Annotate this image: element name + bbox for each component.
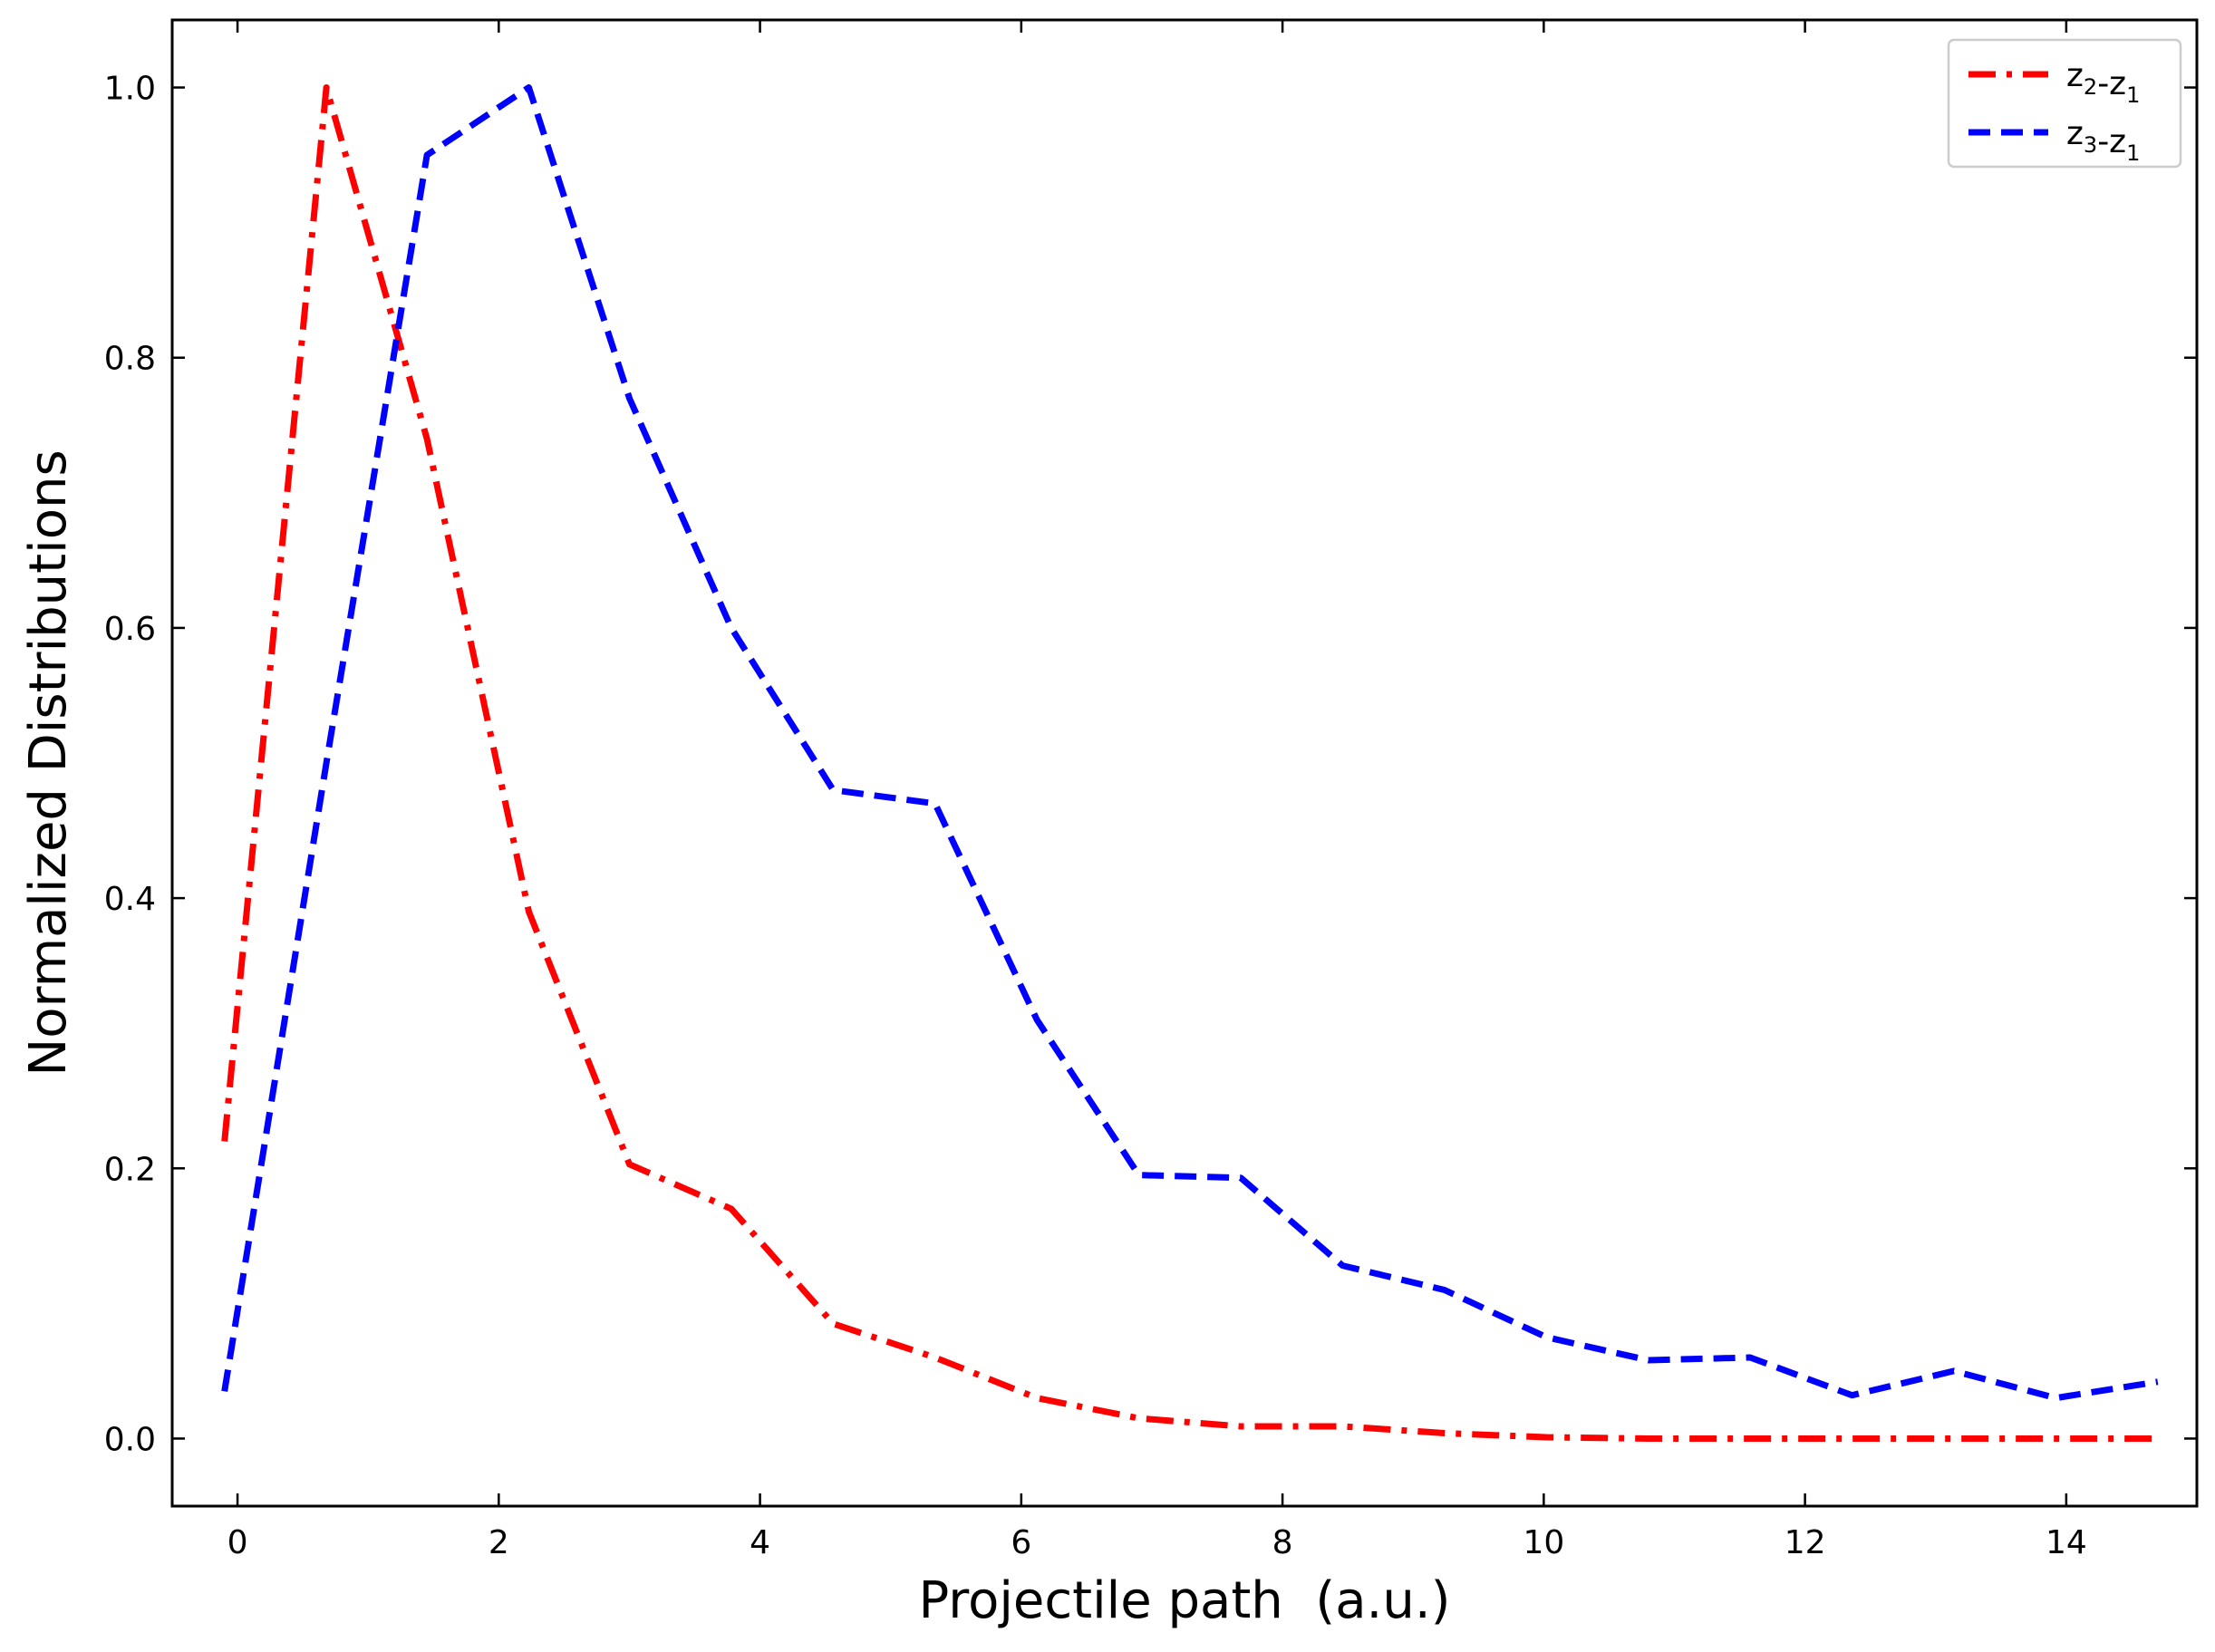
legend-label-part: -z (2097, 123, 2126, 160)
y-tick-label: 0.8 (104, 341, 156, 378)
x-tick-label: 6 (1011, 1524, 1031, 1561)
legend-label-part: z (2066, 115, 2084, 152)
legend-label-0: z2-z1 (2066, 57, 2140, 108)
axes-frame (170, 18, 2199, 1508)
x-tick-label: 2 (488, 1524, 509, 1561)
legend-box (1947, 38, 2182, 169)
legend-label-subscript: 1 (2126, 140, 2140, 166)
axis-ticks: 0 2 4 6 8 10 12 140.00.20.40.60.81.0 (104, 20, 2197, 1561)
y-tick-label: 0.4 (104, 881, 156, 918)
y-axis-label: Normalized Distributions (19, 449, 78, 1076)
legend-label-subscript: 2 (2084, 74, 2097, 100)
series-line-1 (221, 84, 2159, 1402)
legend-label-subscript: 1 (2126, 82, 2140, 108)
series-layer (221, 84, 2159, 1442)
x-tick-label: 8 (1272, 1524, 1293, 1561)
y-tick-label: 1.0 (104, 71, 156, 108)
x-tick-label: 14 (2046, 1524, 2087, 1561)
y-tick-label: 0.0 (104, 1421, 156, 1458)
x-tick-label: 0 (227, 1524, 248, 1561)
legend-label-subscript: 3 (2084, 132, 2097, 158)
legend-label-1: z3-z1 (2066, 115, 2140, 166)
legend-label-part: -z (2097, 65, 2126, 102)
legend-label-part: z (2066, 57, 2084, 94)
x-tick-label: 4 (750, 1524, 770, 1561)
x-tick-label: 12 (1785, 1524, 1826, 1561)
x-axis-label: Projectile path (a.u.) (919, 1571, 1451, 1630)
y-tick-label: 0.2 (104, 1151, 156, 1188)
y-tick-label: 0.6 (104, 611, 156, 648)
x-tick-label: 10 (1523, 1524, 1564, 1561)
